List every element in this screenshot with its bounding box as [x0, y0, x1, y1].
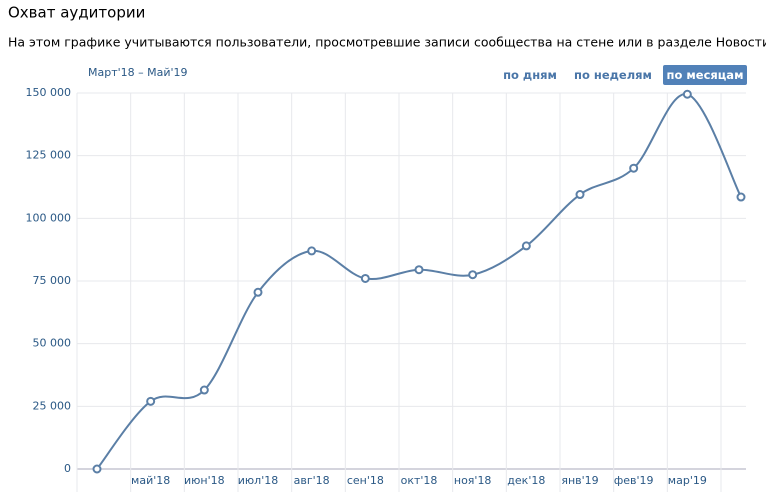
point	[629, 163, 639, 173]
point	[307, 246, 317, 256]
point	[736, 192, 746, 202]
x-tick-label: ноя'18	[454, 474, 492, 487]
y-tick-label: 50 000	[33, 337, 72, 350]
period-button[interactable]: по неделям	[574, 68, 652, 82]
point	[468, 270, 478, 280]
point	[253, 287, 263, 297]
chart-subtitle: На этом графике учитываются пользователи…	[8, 35, 766, 50]
button-bg[interactable]	[663, 65, 747, 85]
y-tick-label: 0	[64, 462, 71, 475]
y-tick-label: 100 000	[26, 211, 72, 224]
period-button[interactable]: по дням	[503, 68, 557, 82]
y-tick-label: 150 000	[26, 86, 72, 99]
point	[575, 190, 585, 200]
x-tick-label: янв'19	[561, 474, 598, 487]
x-tick-label: окт'18	[401, 474, 438, 487]
y-tick-label: 25 000	[33, 399, 72, 412]
x-tick-label: авг'18	[294, 474, 330, 487]
x-tick-label: июл'18	[238, 474, 278, 487]
x-tick-label: июн'18	[184, 474, 225, 487]
point	[360, 273, 370, 283]
chart-title: Охват аудитории	[8, 4, 145, 22]
y-tick-label: 125 000	[26, 149, 72, 162]
x-tick-label: дек'18	[507, 474, 545, 487]
x-tick-label: май'18	[131, 474, 170, 487]
point	[92, 464, 102, 474]
x-tick-label: фев'19	[614, 474, 654, 487]
x-tick-label: сен'18	[347, 474, 384, 487]
point	[146, 396, 156, 406]
point	[521, 241, 531, 251]
y-tick-label: 75 000	[33, 274, 72, 287]
point	[199, 385, 209, 395]
point	[682, 89, 692, 99]
x-tick-label: мар'19	[668, 474, 707, 487]
point	[414, 265, 424, 275]
period-button[interactable]: по месяцам	[667, 68, 744, 82]
range-label: Март'18 – Май'19	[88, 66, 188, 79]
